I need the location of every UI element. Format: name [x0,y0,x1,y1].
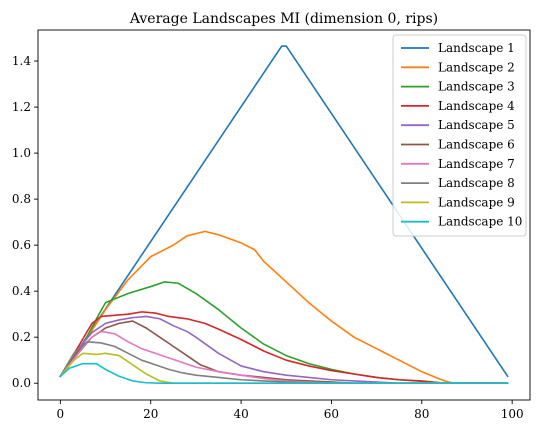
legend-label-3: Landscape 3 [438,80,515,94]
y-tick-label: 0.4 [12,284,31,298]
legend-label-1: Landscape 1 [438,41,515,55]
legend-label-7: Landscape 7 [438,157,515,171]
x-tick-label: 20 [143,407,158,421]
y-tick-label: 1.2 [12,100,31,114]
y-tick-label: 0.2 [12,330,31,344]
legend-label-8: Landscape 8 [438,176,515,190]
x-tick-label: 0 [57,407,65,421]
legend-label-10: Landscape 10 [438,215,522,229]
y-tick-label: 1.4 [12,54,31,68]
chart-title: Average Landscapes MI (dimension 0, rips… [129,11,438,27]
plot-area [59,45,509,385]
series-line-4 [59,311,509,385]
legend-box [392,34,527,237]
y-tick-label: 1.0 [12,146,31,160]
legend: Landscape 1 Landscape 2 Landscape 3 Landsca… [392,34,527,237]
axes: 0 20 40 60 80 100 0.0 0.2 0.4 0.6 0.8 1.0 1.2 1.4 [12,29,531,421]
legend-label-5: Landscape 5 [438,118,515,132]
plot-frame [37,29,531,401]
x-tick-label: 100 [501,407,524,421]
y-tick-label: 0.6 [12,238,31,252]
x-tick-label: 40 [233,407,248,421]
series-line-8 [59,340,509,385]
series-line-5 [59,315,509,385]
x-tick-label: 60 [324,407,339,421]
legend-label-6: Landscape 6 [438,138,515,152]
y-tick-label: 0.0 [12,376,31,390]
y-tick-label: 0.8 [12,192,31,206]
series-line-10 [59,362,509,385]
legend-label-9: Landscape 9 [438,195,515,209]
series-line-3 [59,281,509,385]
x-tick-label: 80 [414,407,429,421]
legend-label-4: Landscape 4 [438,99,515,113]
legend-label-2: Landscape 2 [438,60,515,74]
series-line-2 [59,230,509,385]
